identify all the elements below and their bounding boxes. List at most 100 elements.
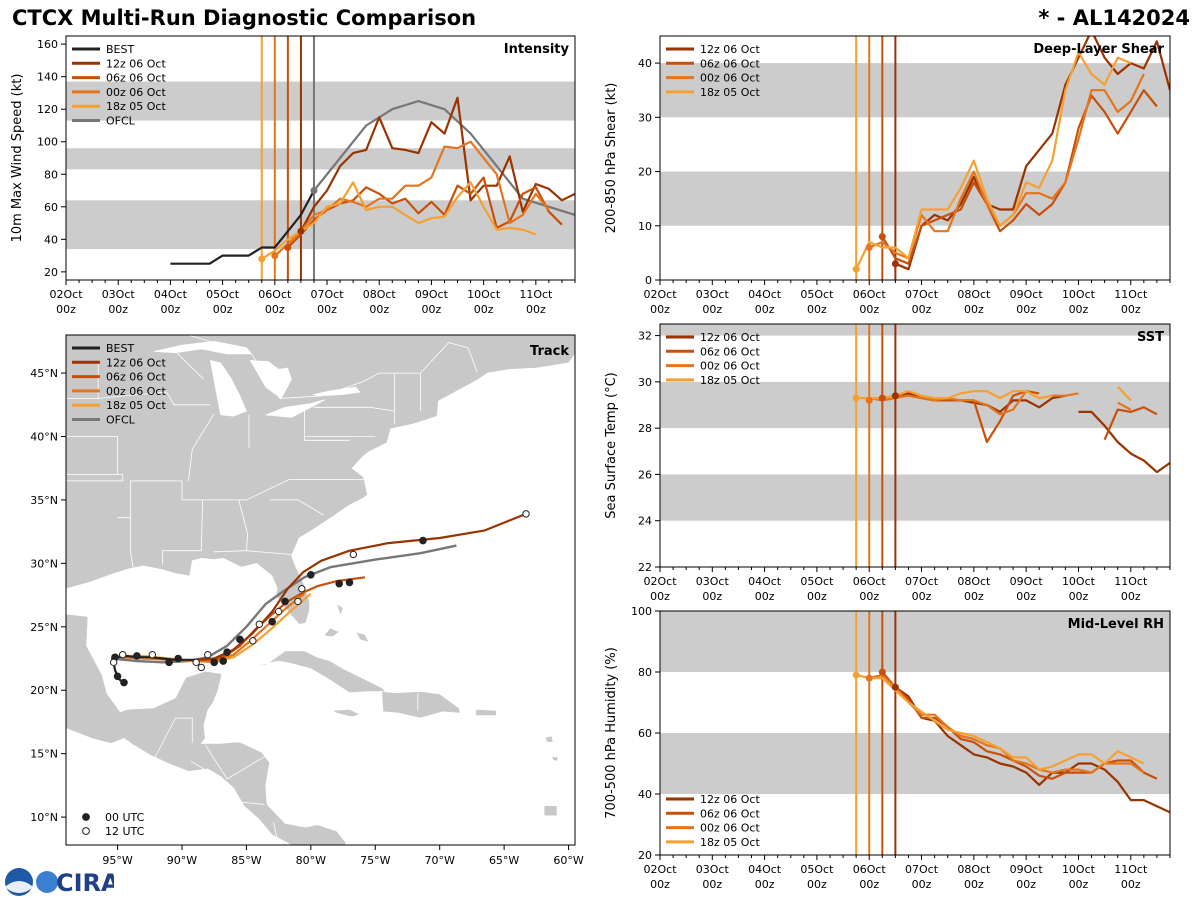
panel-rh: 20 40 60 80 100 02Oct 00z 03Oct 00z 04Oct 00z 05Oct… xyxy=(604,605,1171,891)
init-marker-r18z xyxy=(852,671,860,679)
x-tick-sublabel: 00z xyxy=(702,590,722,603)
x-tick-sublabel: 00z xyxy=(807,878,827,891)
track-point-12utc xyxy=(255,620,263,628)
y-tick-label: 0 xyxy=(645,274,652,287)
y-tick-label: 20 xyxy=(44,266,58,279)
init-marker-r06z xyxy=(878,668,886,676)
x-tick-sublabel: 00z xyxy=(108,303,128,316)
series-line-r00z xyxy=(274,140,550,257)
x-tick-label: 09Oct xyxy=(1010,288,1044,301)
y-axis-label: 700-500 hPa Humidity (%) xyxy=(604,647,619,819)
lat-tick-label: 35°N xyxy=(30,494,58,507)
x-tick-sublabel: 00z xyxy=(755,878,775,891)
track-point-00utc xyxy=(345,578,354,587)
x-tick-sublabel: 00z xyxy=(1069,878,1089,891)
x-tick-label: 03Oct xyxy=(696,575,730,588)
init-marker-r00z xyxy=(271,252,279,260)
legend-label: OFCL xyxy=(106,115,136,128)
x-tick-sublabel: 00z xyxy=(964,590,984,603)
x-tick-label: 07Oct xyxy=(311,288,345,301)
plot-area xyxy=(660,324,1170,567)
land-polygon xyxy=(475,708,497,716)
x-tick-sublabel: 00z xyxy=(702,878,722,891)
track-point-12utc xyxy=(274,607,283,616)
track-point-00utc xyxy=(120,678,128,687)
track-point-12utc xyxy=(249,637,257,645)
x-tick-label: 07Oct xyxy=(905,863,939,876)
x-tick-label: 11Oct xyxy=(1114,288,1148,301)
legend-label: 06z 06 Oct xyxy=(700,345,760,358)
init-marker-r06z xyxy=(284,243,292,251)
lake-polygon xyxy=(265,399,326,418)
y-tick-label: 26 xyxy=(638,468,652,481)
track-point-12utc xyxy=(294,597,302,606)
y-tick-label: 20 xyxy=(638,166,652,179)
marker-legend-open xyxy=(82,827,90,835)
series-line-r12z xyxy=(1078,410,1170,474)
axes-frame xyxy=(65,35,576,281)
init-marker-r00z xyxy=(865,243,873,251)
series-line-r18z xyxy=(856,390,1053,400)
boundary-line xyxy=(204,744,270,780)
legend-label: 00z 06 Oct xyxy=(700,822,760,835)
marker-legend-label: 12 UTC xyxy=(105,825,145,838)
cira-logo: CIRA xyxy=(5,868,114,897)
series-line-r06z xyxy=(881,671,1158,780)
x-tick-label: 09Oct xyxy=(1010,863,1044,876)
x-tick-label: 02Oct xyxy=(643,575,677,588)
lon-tick-label: 70°W xyxy=(425,854,455,867)
boundary-line xyxy=(66,391,211,406)
noaa-wave-icon xyxy=(6,881,32,893)
x-tick-sublabel: 00z xyxy=(859,303,879,316)
x-tick-sublabel: 00z xyxy=(369,303,389,316)
x-tick-label: 05Oct xyxy=(800,863,834,876)
y-tick-label: 60 xyxy=(44,201,58,214)
series-line-r18z xyxy=(855,51,1132,270)
init-marker-r12z xyxy=(891,260,899,268)
legend-label: 18z 05 Oct xyxy=(106,100,166,113)
legend-label: 00z 06 Oct xyxy=(106,385,166,398)
x-tick-label: 05Oct xyxy=(800,575,834,588)
boundary-line xyxy=(66,436,118,475)
x-tick-sublabel: 00z xyxy=(265,303,285,316)
x-tick-label: 07Oct xyxy=(905,575,939,588)
boundary-line xyxy=(66,474,124,482)
cira-logo-text: CIRA xyxy=(56,869,114,897)
x-tick-label: 04Oct xyxy=(748,575,782,588)
panel-track: 95°W 90°W 85°W 80°W 75°W 70°W 65°W 60°W 10°N 15°N… xyxy=(30,334,584,867)
x-tick-sublabel: 00z xyxy=(1016,878,1036,891)
y-axis-label: Sea Surface Temp (°C) xyxy=(604,372,619,519)
lat-tick-label: 40°N xyxy=(30,430,58,443)
track-point-00utc xyxy=(268,617,276,626)
init-marker-r12z xyxy=(891,683,899,691)
x-tick-label: 10Oct xyxy=(1062,575,1096,588)
legend-label: 06z 06 Oct xyxy=(106,72,166,85)
land-polygon xyxy=(545,735,554,743)
plot-area xyxy=(660,611,1170,855)
track-point-12utc xyxy=(204,651,212,659)
x-tick-sublabel: 00z xyxy=(859,878,879,891)
x-tick-sublabel: 00z xyxy=(964,303,984,316)
panel-shear: 0 10 20 30 40 02Oct 00z 03Oct 00z 04Oct 00z 05Oct 00… xyxy=(604,35,1171,316)
series-line-r18z xyxy=(855,673,1145,771)
x-tick-label: 09Oct xyxy=(1010,575,1044,588)
init-marker-r00z xyxy=(865,674,873,682)
y-tick-label: 20 xyxy=(638,849,652,862)
x-tick-label: 08Oct xyxy=(957,863,991,876)
panel-title: SST xyxy=(1137,330,1164,345)
y-tick-label: 100 xyxy=(37,136,58,149)
x-tick-sublabel: 00z xyxy=(702,303,722,316)
lake-polygon xyxy=(249,360,292,399)
legend-label: 12z 06 Oct xyxy=(106,57,166,70)
land-polygon xyxy=(246,650,387,694)
boundary-line xyxy=(269,499,324,516)
init-marker-r18z xyxy=(258,255,266,263)
track-line-r06z xyxy=(194,576,366,661)
series-line-r06z xyxy=(1103,406,1158,441)
category-band xyxy=(66,148,575,170)
y-tick-label: 80 xyxy=(638,666,652,679)
init-marker-r06z xyxy=(878,394,886,402)
track-point-00utc xyxy=(113,672,122,681)
land-polygon xyxy=(323,627,340,638)
